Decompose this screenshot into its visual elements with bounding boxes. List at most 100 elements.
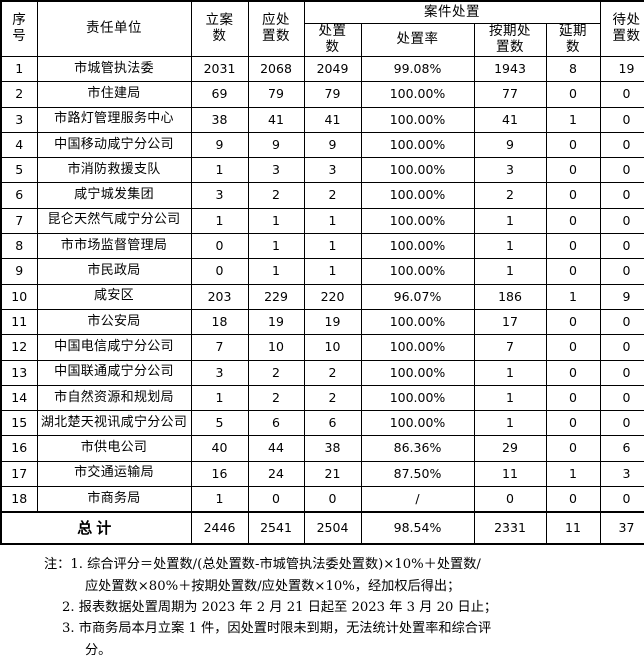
cell-on-time: 186: [474, 284, 546, 309]
cell-unit: 市路灯管理服务中心: [37, 107, 191, 132]
cell-pending: 6: [600, 436, 644, 461]
cell-unit: 市自然资源和规划局: [37, 385, 191, 410]
cell-pending: 3: [600, 461, 644, 486]
header-handled-line1: 处置: [305, 24, 361, 40]
table-body: 1市城管执法委20312068204999.08%194381996.842市住…: [1, 57, 644, 513]
cell-handled: 3: [304, 158, 361, 183]
cell-on-time: 3: [474, 158, 546, 183]
cell-should-handle: 1: [248, 234, 304, 259]
cell-handled: 41: [304, 107, 361, 132]
cell-on-time: 0: [474, 487, 546, 513]
cell-should-handle: 24: [248, 461, 304, 486]
cell-index: 1: [1, 57, 37, 82]
header-handled-line2: 数: [305, 40, 361, 56]
cell-should-handle: 2: [248, 183, 304, 208]
total-rate: 98.54%: [361, 512, 474, 544]
header-case-disposal-group: 案件处置: [304, 1, 600, 24]
cell-on-time: 1: [474, 208, 546, 233]
cell-should-handle: 41: [248, 107, 304, 132]
cell-on-time: 1: [474, 411, 546, 436]
header-unit: 责任单位: [37, 1, 191, 57]
cell-rate: 86.36%: [361, 436, 474, 461]
total-handled: 2504: [304, 512, 361, 544]
cell-handled: 9: [304, 132, 361, 157]
case-disposal-table: 序 号 责任单位 立案 数 应处 置数 案件处置 待处 置数 综: [0, 0, 644, 545]
cell-filed: 2031: [191, 57, 248, 82]
cell-index: 6: [1, 183, 37, 208]
cell-rate: 100.00%: [361, 335, 474, 360]
cell-filed: 1: [191, 158, 248, 183]
cell-filed: 1: [191, 385, 248, 410]
cell-pending: 0: [600, 411, 644, 436]
cell-handled: 6: [304, 411, 361, 436]
cell-handled: 2: [304, 385, 361, 410]
cell-pending: 0: [600, 234, 644, 259]
cell-delayed: 0: [546, 411, 600, 436]
header-on-time: 按期处 置数: [474, 24, 546, 57]
cell-should-handle: 229: [248, 284, 304, 309]
cell-handled: 19: [304, 309, 361, 334]
cell-should-handle: 0: [248, 487, 304, 513]
cell-pending: 0: [600, 158, 644, 183]
cell-on-time: 1: [474, 259, 546, 284]
cell-handled: 2: [304, 183, 361, 208]
cell-delayed: 1: [546, 461, 600, 486]
cell-should-handle: 3: [248, 158, 304, 183]
cell-on-time: 41: [474, 107, 546, 132]
cell-index: 15: [1, 411, 37, 436]
cell-filed: 7: [191, 335, 248, 360]
cell-handled: 1: [304, 234, 361, 259]
cell-handled: 21: [304, 461, 361, 486]
total-filed: 2446: [191, 512, 248, 544]
header-filed: 立案 数: [191, 1, 248, 57]
header-delayed-line2: 数: [547, 40, 600, 56]
cell-delayed: 0: [546, 360, 600, 385]
header-handled: 处置 数: [304, 24, 361, 57]
cell-rate: 100.00%: [361, 360, 474, 385]
cell-handled: 79: [304, 82, 361, 107]
cell-filed: 5: [191, 411, 248, 436]
cell-on-time: 17: [474, 309, 546, 334]
cell-unit: 市供电公司: [37, 436, 191, 461]
header-index: 序 号: [1, 1, 37, 57]
cell-on-time: 1943: [474, 57, 546, 82]
cell-delayed: 0: [546, 82, 600, 107]
cell-should-handle: 2: [248, 385, 304, 410]
cell-delayed: 0: [546, 385, 600, 410]
header-pending-line1: 待处: [601, 13, 644, 29]
cell-rate: 100.00%: [361, 234, 474, 259]
cell-rate: 100.00%: [361, 183, 474, 208]
cell-index: 4: [1, 132, 37, 157]
cell-rate: 99.08%: [361, 57, 474, 82]
cell-delayed: 0: [546, 335, 600, 360]
cell-index: 13: [1, 360, 37, 385]
cell-pending: 0: [600, 360, 644, 385]
cell-handled: 1: [304, 208, 361, 233]
cell-filed: 18: [191, 309, 248, 334]
cell-delayed: 0: [546, 309, 600, 334]
cell-index: 14: [1, 385, 37, 410]
cell-should-handle: 10: [248, 335, 304, 360]
cell-rate: 100.00%: [361, 132, 474, 157]
cell-on-time: 2: [474, 183, 546, 208]
cell-pending: 0: [600, 82, 644, 107]
cell-unit: 咸安区: [37, 284, 191, 309]
cell-filed: 16: [191, 461, 248, 486]
cell-delayed: 0: [546, 132, 600, 157]
header-rate: 处置率: [361, 24, 474, 57]
cell-filed: 3: [191, 360, 248, 385]
cell-pending: 0: [600, 487, 644, 513]
